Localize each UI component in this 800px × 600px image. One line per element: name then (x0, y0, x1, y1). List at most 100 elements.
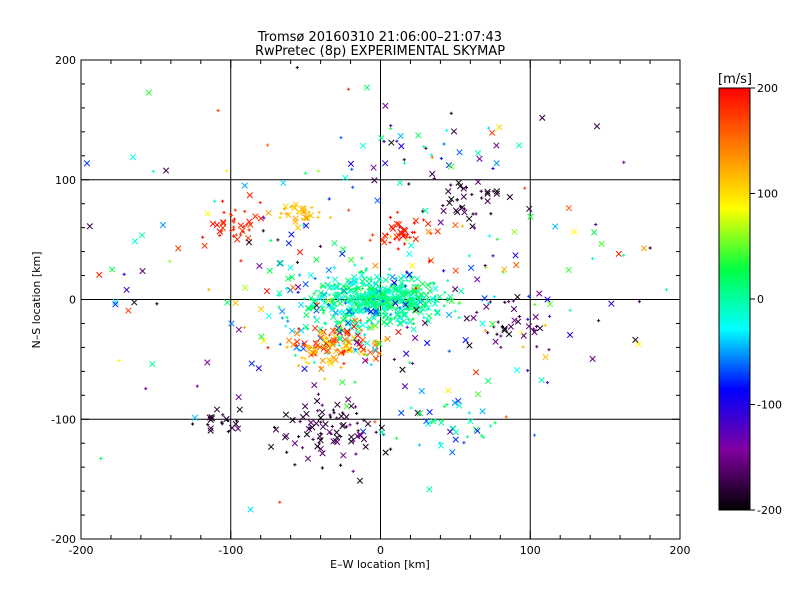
cross-marker (445, 387, 452, 394)
cross-marker (526, 205, 533, 213)
plus-marker (349, 296, 354, 300)
cross-marker (448, 297, 455, 304)
plus-marker (338, 321, 342, 325)
cross-marker (354, 332, 361, 339)
cross-marker (257, 215, 265, 222)
plus-marker (388, 447, 393, 451)
cross-marker (525, 323, 533, 330)
plus-marker (534, 324, 539, 329)
plus-marker (346, 87, 351, 91)
cross-marker (292, 218, 299, 225)
cross-marker (301, 340, 308, 347)
cross-marker (360, 299, 367, 306)
cross-marker (206, 414, 213, 421)
plus-marker (284, 324, 288, 328)
cross-marker (339, 250, 346, 257)
cross-marker (386, 318, 394, 325)
cross-marker (375, 288, 382, 295)
cross-marker (531, 329, 538, 336)
plus-marker (280, 316, 284, 320)
plus-marker (355, 421, 359, 425)
plus-marker (312, 291, 316, 295)
plus-marker (242, 325, 246, 330)
plus-marker (453, 309, 457, 313)
cross-marker (285, 240, 292, 247)
plus-marker (319, 431, 323, 436)
plus-marker (421, 218, 426, 222)
plus-marker (298, 419, 302, 424)
cross-marker (242, 284, 249, 291)
cross-marker (258, 305, 265, 313)
cross-marker (204, 359, 211, 366)
cross-marker (418, 387, 425, 395)
cross-marker (319, 305, 326, 312)
cross-marker (429, 170, 436, 178)
plus-marker (277, 293, 281, 297)
cross-marker (608, 300, 615, 307)
cross-marker (263, 288, 271, 295)
cross-marker (466, 342, 473, 349)
plus-marker (295, 65, 299, 70)
cross-marker (139, 267, 146, 275)
plus-marker (426, 318, 430, 323)
cross-marker (393, 220, 401, 228)
cross-marker (392, 300, 399, 307)
plus-marker (517, 314, 521, 319)
cross-marker (397, 228, 404, 236)
cross-marker (336, 326, 343, 333)
cross-marker (370, 314, 377, 321)
plus-marker (327, 293, 331, 297)
plus-marker (291, 417, 296, 421)
cross-marker (228, 320, 235, 327)
plus-marker (151, 169, 155, 174)
plus-marker (491, 254, 495, 258)
plus-marker (422, 145, 426, 149)
plus-marker (392, 357, 396, 362)
plus-marker (382, 139, 386, 144)
plus-marker (488, 300, 492, 304)
plus-marker (285, 450, 289, 454)
cross-marker (552, 223, 559, 230)
cross-marker (414, 294, 421, 301)
plus-marker (336, 291, 340, 295)
cross-marker (507, 323, 515, 330)
cross-marker (213, 221, 221, 229)
cross-marker (527, 213, 534, 220)
plus-marker (407, 182, 411, 186)
plus-marker (418, 307, 422, 311)
plus-marker (408, 235, 412, 240)
cross-marker (402, 298, 409, 305)
plus-marker (317, 210, 321, 214)
plus-marker (399, 285, 403, 289)
plus-marker (408, 294, 413, 298)
plus-marker (307, 361, 311, 366)
cross-marker (309, 424, 316, 431)
plus-marker (383, 313, 387, 317)
cross-marker (460, 193, 467, 200)
cross-marker (373, 273, 381, 280)
cross-marker (319, 329, 326, 336)
plus-marker (363, 333, 367, 337)
plus-marker (297, 210, 301, 214)
cross-marker (325, 266, 333, 274)
chart-subtitle: RwPretec (8p) EXPERIMENTAL SKYMAP (255, 44, 505, 59)
plus-marker (328, 413, 332, 417)
plus-marker (383, 337, 387, 342)
cross-marker (248, 360, 255, 367)
cross-marker (436, 293, 443, 301)
plus-marker (316, 169, 320, 173)
cross-marker (370, 164, 377, 171)
colorbar-tick-label: 200 (757, 82, 778, 95)
cross-marker (467, 264, 475, 271)
plus-marker (392, 283, 396, 287)
plus-marker (317, 441, 321, 445)
plus-marker (369, 278, 374, 282)
cross-marker (371, 346, 379, 353)
plus-marker (310, 205, 314, 210)
plus-marker (423, 303, 427, 308)
cross-marker (489, 320, 496, 328)
plus-marker (339, 365, 343, 370)
cross-marker (362, 357, 369, 364)
plus-marker (475, 310, 479, 314)
cross-marker (302, 214, 309, 221)
